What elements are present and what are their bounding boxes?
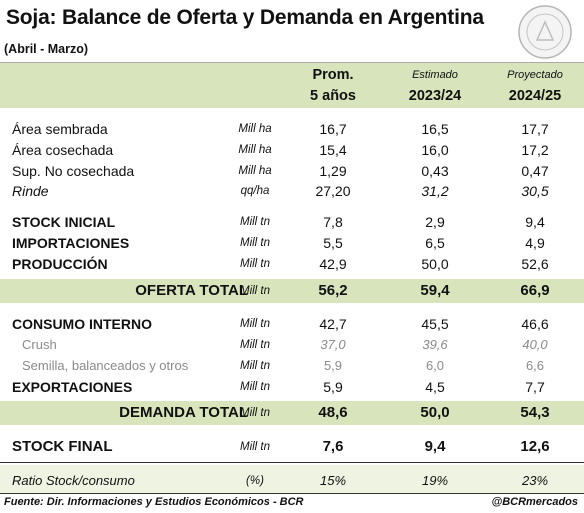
col-header: 2024/25 [508,88,562,104]
unit: Mill tn [239,441,271,453]
total-band [0,401,584,425]
value: 15,4 [319,142,347,158]
value: 0,47 [521,163,549,179]
row-label: Área sembrada [12,121,108,137]
value: 19% [421,473,449,488]
unit: Mill ha [238,123,272,135]
col-header: 5 años [310,88,356,104]
total-band [0,279,584,303]
row-label: DEMANDA TOTAL [119,404,248,421]
unit: Mill tn [239,258,271,270]
value: 42,7 [319,316,347,332]
logo [518,5,572,59]
value: 16,0 [421,142,449,158]
value: 5,5 [323,235,343,251]
value: 66,9 [520,282,550,299]
unit: Mill tn [239,339,271,351]
source: Fuente: Dir. Informaciones y Estudios Ec… [4,496,304,508]
col-header: 2023/24 [408,88,462,104]
unit: Mill tn [239,285,271,297]
value: 45,5 [421,316,449,332]
unit: (%) [246,475,264,487]
value: 7,7 [525,379,545,395]
unit: Mill tn [239,237,271,249]
value: 2,9 [425,214,445,230]
row-label: PRODUCCIÓN [12,256,108,272]
value: 40,0 [522,337,548,352]
unit: Mill tn [239,381,271,393]
value: 6,5 [425,235,445,251]
value: 16,7 [319,121,347,137]
value: 17,2 [521,142,549,158]
value: 17,7 [521,121,549,137]
value: 9,4 [525,214,545,230]
title: Soja: Balance de Oferta y Demanda en Arg… [6,6,484,29]
value: 1,29 [319,163,347,179]
value: 50,0 [421,256,449,272]
unit: Mill tn [239,216,271,228]
unit: Mill ha [238,144,272,156]
row-label: Crush [22,337,57,352]
value: 15% [319,473,347,488]
value: 0,43 [421,163,449,179]
value: 6,0 [425,358,445,373]
value: 59,4 [420,282,450,299]
unit: qq/ha [240,185,270,197]
value: 42,9 [319,256,347,272]
value: 46,6 [521,316,549,332]
row-label: Sup. No cosechada [12,163,135,179]
value: 5,9 [323,379,343,395]
row-label: EXPORTACIONES [12,379,133,395]
row-label: Ratio Stock/consumo [12,473,135,488]
value: 16,5 [421,121,449,137]
value: 23% [521,473,549,488]
value: 4,9 [525,235,545,251]
unit: Mill tn [239,318,271,330]
handle: @BCRmercados [491,496,578,508]
value: 56,2 [318,282,348,299]
value: 4,5 [425,379,445,395]
row-label: Semilla, balanceados y otros [22,358,189,373]
value: 50,0 [420,404,450,421]
value: 48,6 [318,404,348,421]
value: 30,5 [521,183,549,199]
col-header: Prom. [312,67,354,83]
row-label: STOCK FINAL [12,438,113,455]
ratio-band [0,465,584,493]
header-band [0,62,584,108]
value: 27,20 [315,183,351,199]
row-label: CONSUMO INTERNO [12,316,152,332]
separator [0,462,584,463]
value: 54,3 [520,404,550,421]
value: 12,6 [520,438,550,455]
row-label: OFERTA TOTAL [135,282,248,299]
value: 37,0 [320,337,346,352]
unit: Mill tn [239,407,271,419]
header-rule [0,62,584,63]
value: 7,6 [322,438,344,455]
value: 39,6 [422,337,448,352]
unit: Mill tn [239,360,271,372]
col-header: Proyectado [507,69,563,81]
row-label: Rinde [12,183,49,199]
footer-rule [0,493,584,494]
value: 6,6 [525,358,545,373]
unit: Mill ha [238,165,272,177]
row-label: Área cosechada [12,142,114,158]
value: 9,4 [424,438,446,455]
col-header: Estimado [412,69,458,81]
value: 7,8 [323,214,343,230]
row-label: IMPORTACIONES [12,235,130,251]
value: 31,2 [421,183,449,199]
subtitle: (Abril - Marzo) [4,42,89,56]
value: 52,6 [521,256,549,272]
value: 5,9 [323,358,343,373]
row-label: STOCK INICIAL [12,214,116,230]
